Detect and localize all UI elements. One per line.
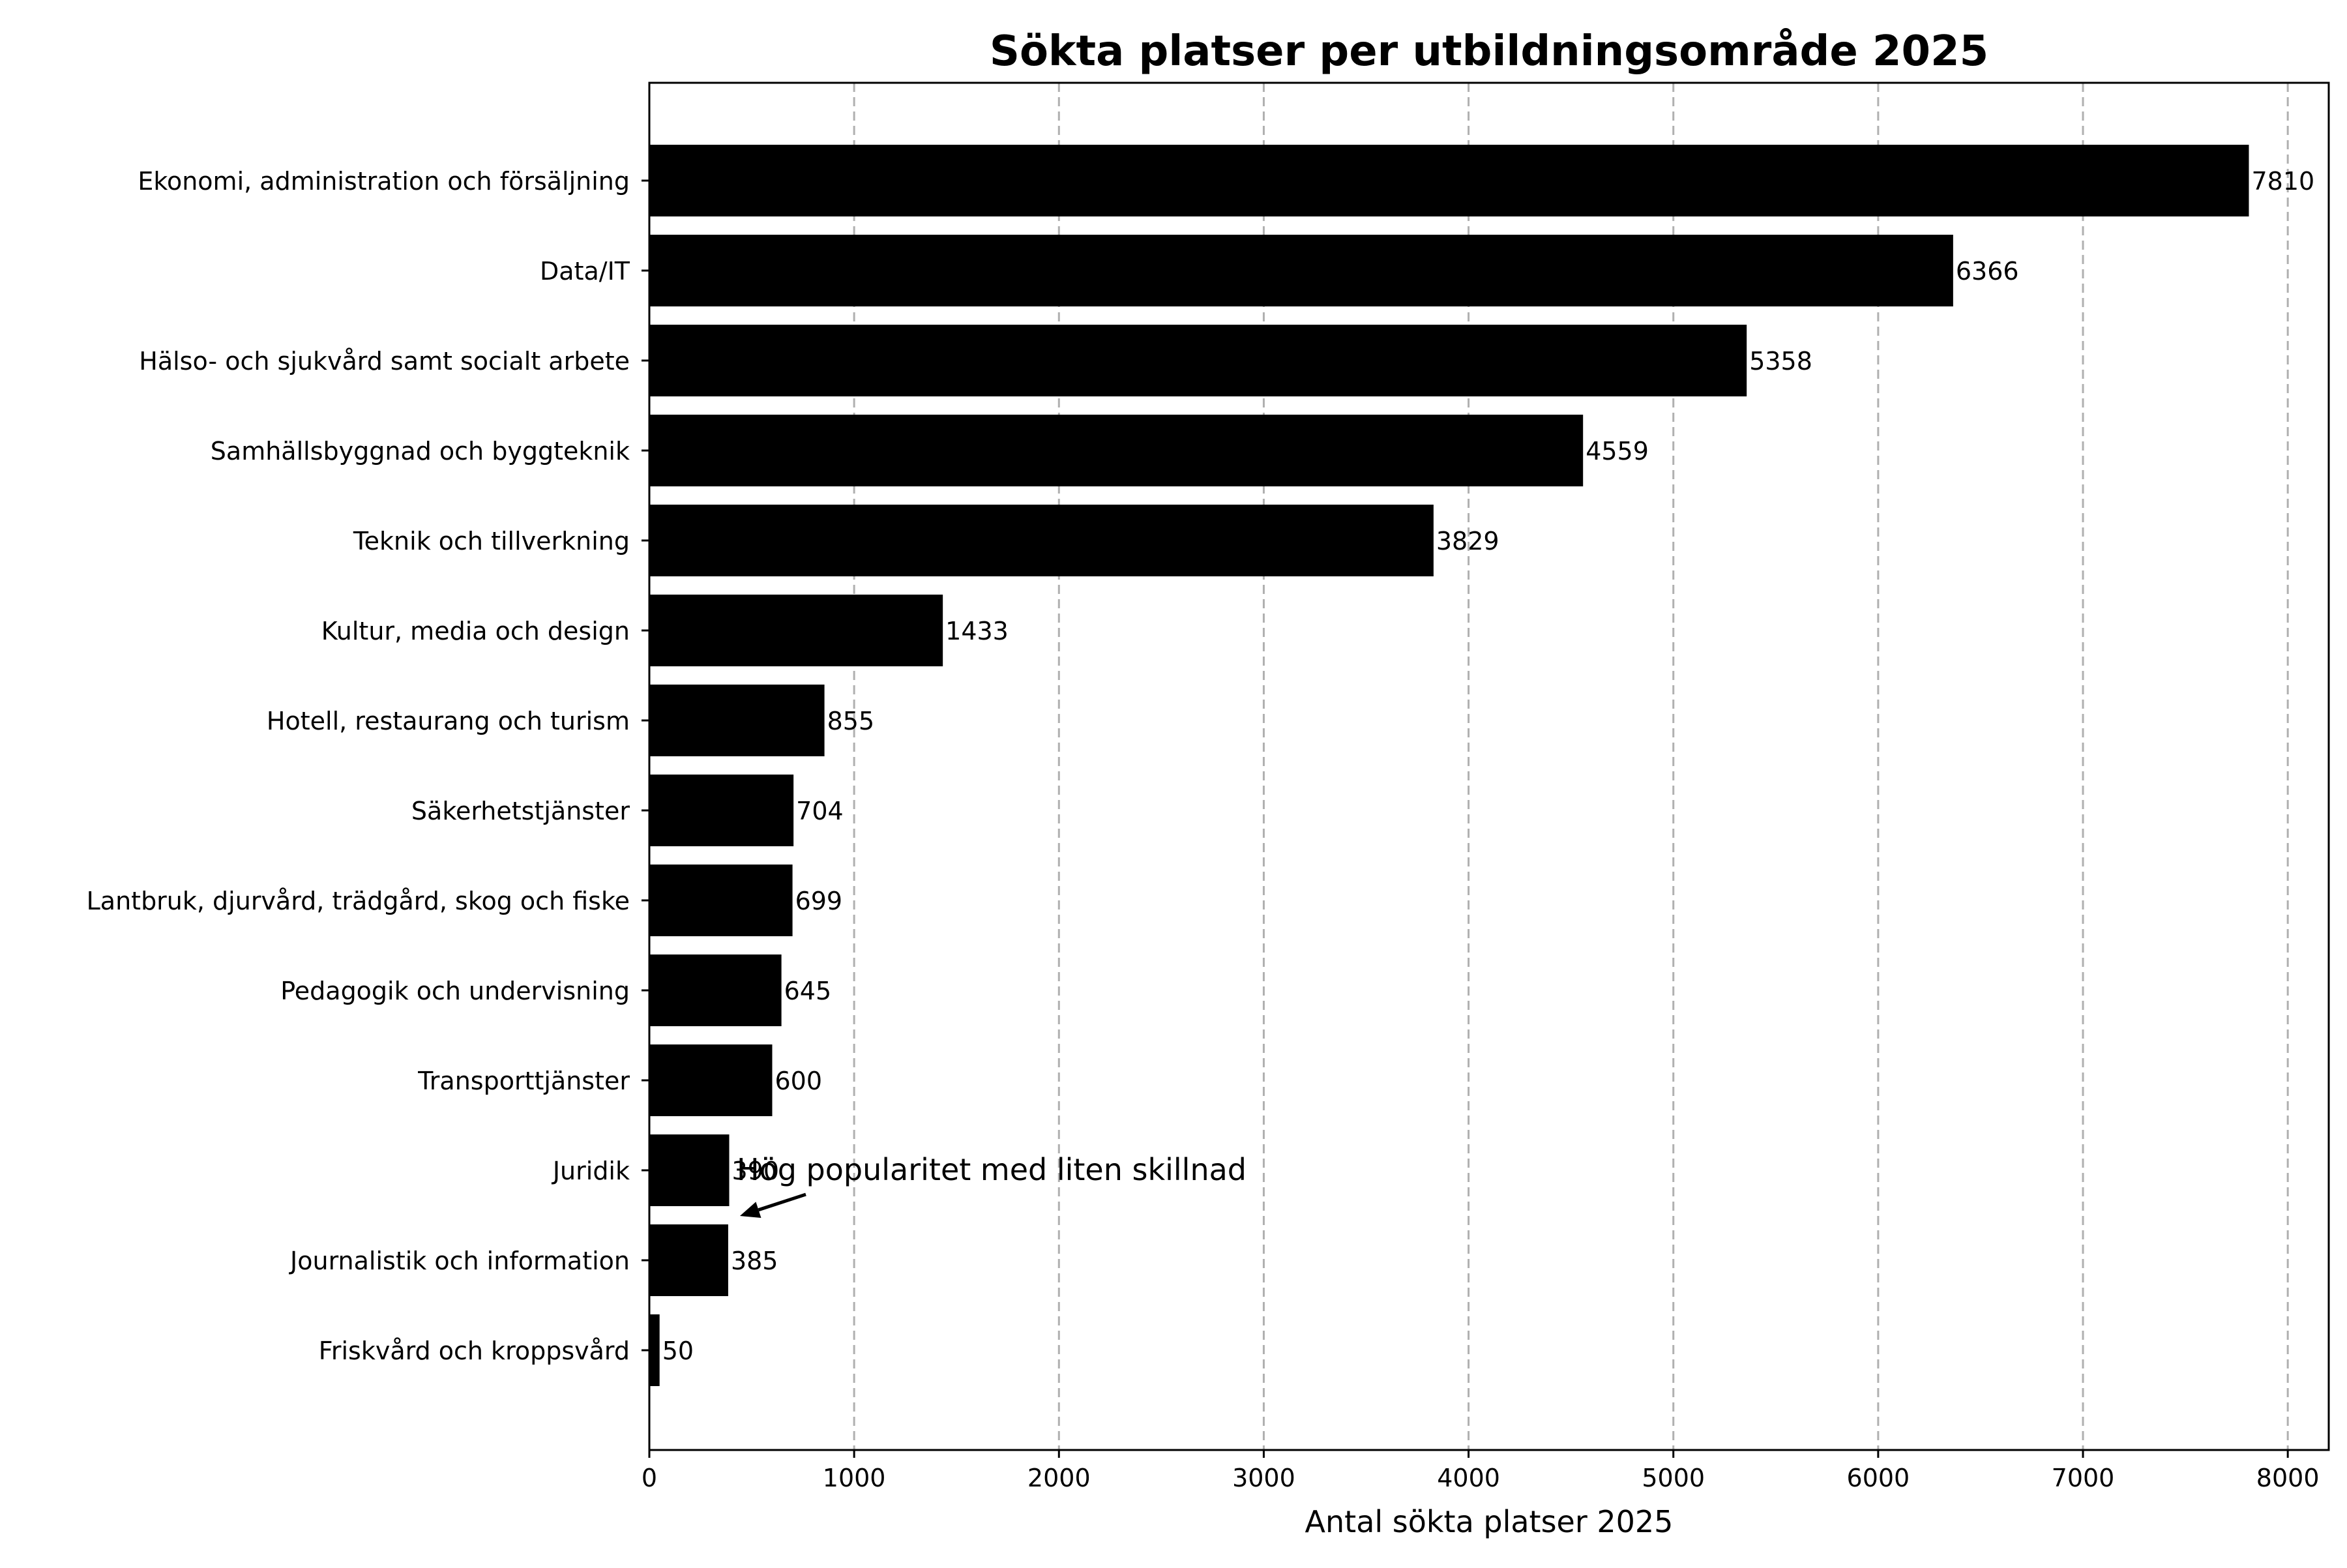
bar-value-label: 699 <box>795 887 843 915</box>
x-tick-label: 4000 <box>1437 1464 1500 1492</box>
x-tick-label: 1000 <box>823 1464 886 1492</box>
bar <box>649 1044 773 1116</box>
x-tick-label: 3000 <box>1232 1464 1295 1492</box>
y-tick-label: Transporttjänster <box>417 1067 630 1095</box>
y-tick-label: Ekonomi, administration och försäljning <box>138 167 630 196</box>
bar <box>649 145 2249 216</box>
x-tick-label: 7000 <box>2052 1464 2115 1492</box>
y-tick-label: Data/IT <box>540 257 630 286</box>
grid-layer <box>853 83 2289 1450</box>
bar-value-label: 4559 <box>1586 437 1649 466</box>
bar <box>649 325 1747 396</box>
bar <box>649 1224 728 1296</box>
bar <box>649 775 794 846</box>
y-tick-label: Samhällsbyggnad och byggteknik <box>211 437 630 466</box>
tick-layer: 0 1000 2000 3000 4000 5000 6000 7000 8000 Ekonomi… <box>87 167 2320 1492</box>
y-tick-label: Säkerhetstjänster <box>411 797 630 825</box>
chart-title: Sökta platser per utbildningsområde 2025 <box>990 27 1988 76</box>
y-tick-label: Juridik <box>552 1157 630 1185</box>
bar-value-label: 50 <box>662 1337 694 1365</box>
bar <box>649 595 943 666</box>
bar-value-label: 5358 <box>1749 347 1812 376</box>
bar-value-label: 704 <box>796 797 844 825</box>
bar <box>649 415 1584 486</box>
bar-value-label: 385 <box>731 1247 778 1275</box>
bar <box>649 1314 660 1386</box>
bar <box>649 685 825 756</box>
bar-value-label: 645 <box>784 977 832 1005</box>
bar-value-label: 6366 <box>1956 257 2019 286</box>
y-tick-label: Journalistik och information <box>289 1247 630 1275</box>
x-tick-label: 0 <box>642 1464 657 1492</box>
bar <box>649 954 782 1026</box>
bar-value-label: 3829 <box>1436 527 1499 555</box>
bar <box>649 865 793 936</box>
plot-frame <box>648 81 2330 1451</box>
y-tick-label: Hotell, restaurang och turism <box>267 707 630 735</box>
bar-value-label: 7810 <box>2251 167 2314 196</box>
x-tick-label: 6000 <box>1847 1464 1910 1492</box>
value-label-layer: 7810 6366 5358 4559 3829 1433 855 704 699 645 600 3… <box>662 167 2314 1365</box>
annotation-layer: Hög popularitet med liten skillnad <box>737 1152 1247 1219</box>
annotation-text: Hög popularitet med liten skillnad <box>737 1152 1247 1187</box>
y-tick-label: Pedagogik och undervisning <box>280 977 630 1005</box>
y-tick-label: Kultur, media och design <box>321 617 630 645</box>
x-tick-label: 8000 <box>2256 1464 2320 1492</box>
x-tick-label: 5000 <box>1642 1464 1705 1492</box>
y-tick-label: Teknik och tillverkning <box>353 527 630 555</box>
y-tick-label: Friskvård och kroppsvård <box>319 1337 630 1365</box>
x-axis-label: Antal sökta platser 2025 <box>1305 1504 1674 1539</box>
bar-value-label: 600 <box>775 1067 822 1095</box>
annotation-arrowhead <box>739 1202 761 1219</box>
y-tick-label: Lantbruk, djurvård, trädgård, skog och f… <box>87 887 630 915</box>
bar-layer <box>649 145 2249 1386</box>
annotation-arrow <box>758 1192 806 1212</box>
bar-value-label: 1433 <box>945 617 1009 645</box>
bar <box>649 1134 730 1206</box>
bar <box>649 505 1434 576</box>
bar-value-label: 390 <box>732 1157 780 1185</box>
y-tick-label: Hälso- och sjukvård samt socialt arbete <box>139 347 630 376</box>
x-tick-label: 2000 <box>1027 1464 1091 1492</box>
bar-value-label: 855 <box>827 707 875 735</box>
bar <box>649 235 1953 306</box>
